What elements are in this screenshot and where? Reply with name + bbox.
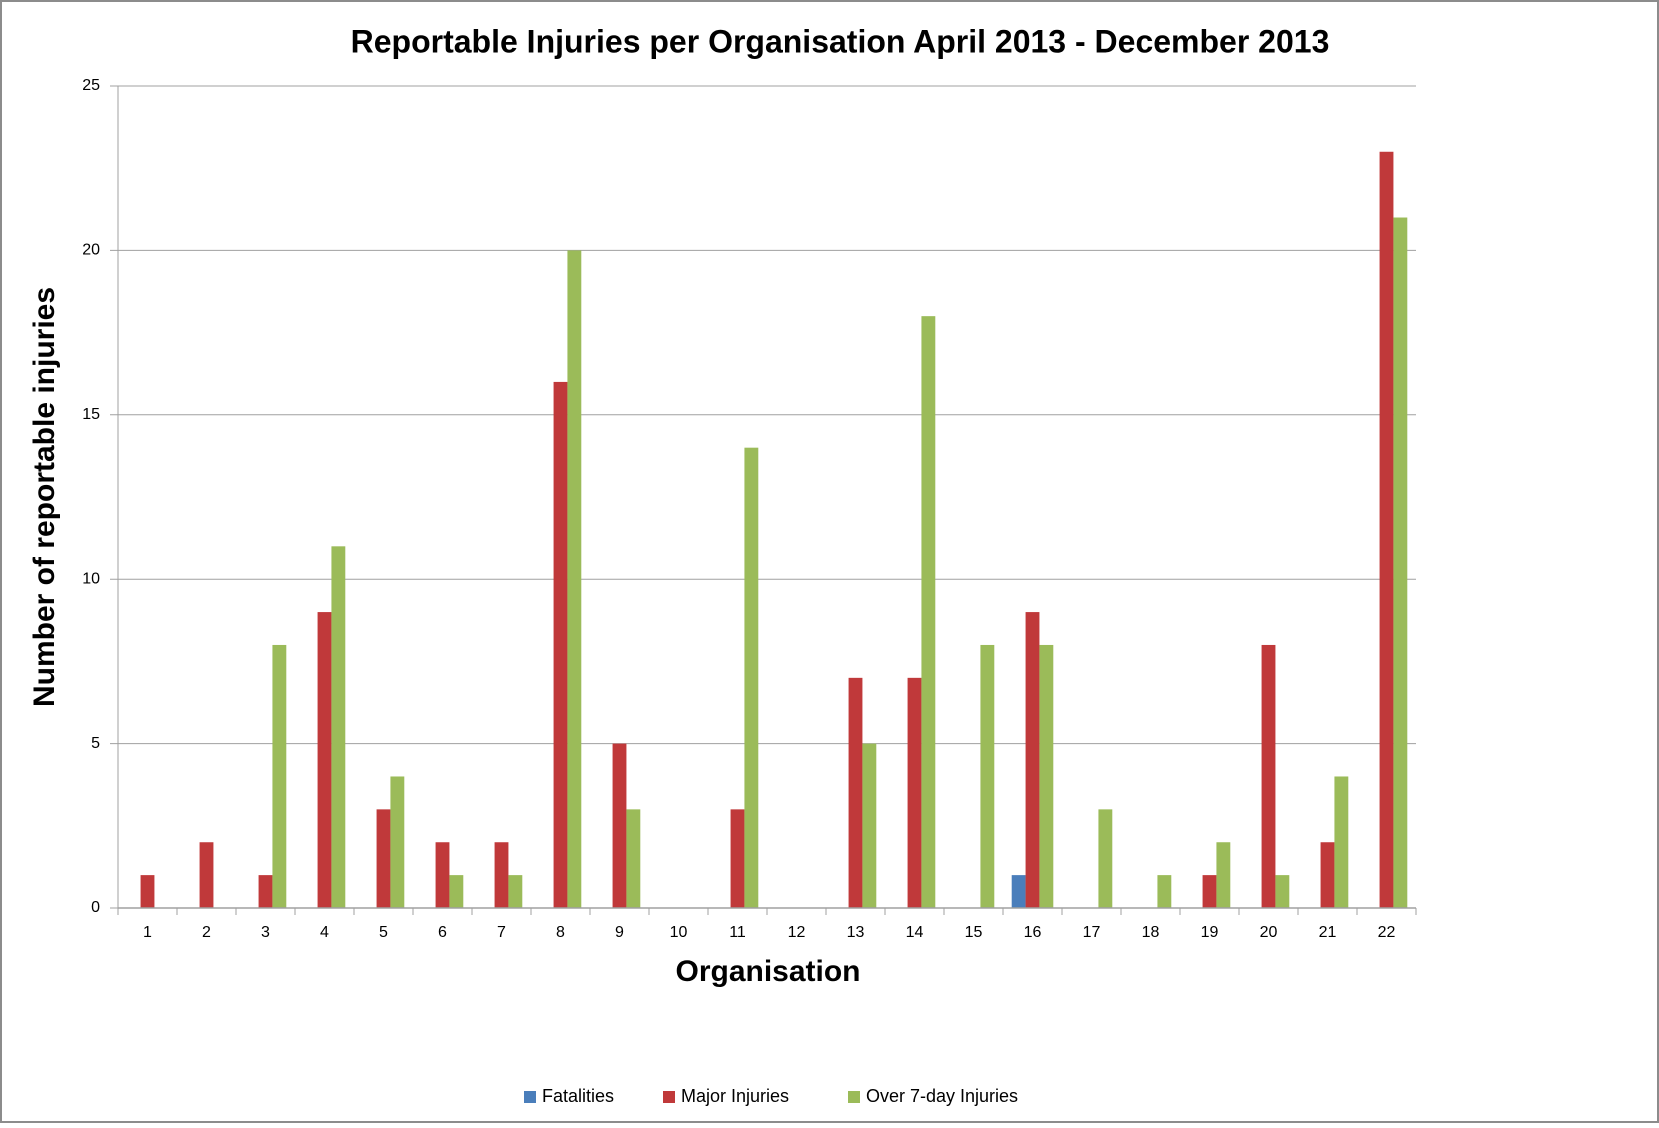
legend-label: Over 7-day Injuries <box>866 1086 1018 1106</box>
bar <box>1275 875 1290 908</box>
y-tick-label: 15 <box>82 406 100 423</box>
x-tick-label: 14 <box>906 924 924 941</box>
x-tick-label: 11 <box>729 924 746 941</box>
bar <box>331 546 346 908</box>
bar <box>980 644 995 908</box>
x-tick-label: 9 <box>615 924 624 941</box>
bar <box>921 316 936 908</box>
bar <box>1025 612 1040 908</box>
bar <box>744 447 759 908</box>
x-tick-label: 8 <box>556 924 565 941</box>
bar <box>1216 842 1231 908</box>
bar <box>390 776 405 908</box>
bar <box>435 842 450 908</box>
bar <box>449 875 464 908</box>
x-tick-label: 21 <box>1319 924 1337 941</box>
x-tick-label: 16 <box>1024 924 1042 941</box>
x-tick-label: 6 <box>438 924 447 941</box>
x-tick-label: 7 <box>497 924 506 941</box>
bar <box>1393 217 1408 908</box>
x-tick-label: 15 <box>965 924 983 941</box>
bar <box>907 677 922 908</box>
bar <box>272 644 287 908</box>
x-tick-label: 12 <box>788 924 806 941</box>
bar <box>1098 809 1113 908</box>
x-tick-label: 19 <box>1201 924 1219 941</box>
x-tick-label: 13 <box>847 924 865 941</box>
x-tick-label: 22 <box>1378 924 1396 941</box>
legend-swatch <box>524 1091 536 1103</box>
x-tick-label: 10 <box>670 924 688 941</box>
y-tick-label: 25 <box>82 77 100 94</box>
bar <box>376 809 391 908</box>
legend-label: Major Injuries <box>681 1086 789 1106</box>
bar <box>508 875 523 908</box>
bar <box>1261 644 1276 908</box>
x-tick-label: 3 <box>261 924 270 941</box>
bar <box>612 743 627 908</box>
legend-swatch <box>848 1091 860 1103</box>
bar <box>1379 151 1394 908</box>
bar <box>317 612 332 908</box>
bar <box>848 677 863 908</box>
x-tick-label: 5 <box>379 924 388 941</box>
x-tick-label: 1 <box>143 924 152 941</box>
y-axis-title: Number of reportable injuries <box>28 287 61 707</box>
x-tick-label: 18 <box>1142 924 1160 941</box>
x-axis-title: Organisation <box>675 955 860 988</box>
bar <box>567 250 582 908</box>
y-tick-label: 0 <box>91 899 100 916</box>
legend-swatch <box>663 1091 675 1103</box>
y-tick-label: 20 <box>82 242 100 259</box>
bar <box>199 842 214 908</box>
bar <box>553 381 568 908</box>
bar <box>626 809 641 908</box>
x-tick-label: 17 <box>1083 924 1101 941</box>
bar <box>862 743 877 908</box>
legend-label: Fatalities <box>542 1086 614 1106</box>
bar <box>1039 644 1054 908</box>
x-tick-label: 4 <box>320 924 329 941</box>
x-tick-label: 2 <box>202 924 211 941</box>
bar <box>1157 875 1172 908</box>
y-tick-label: 10 <box>82 570 100 587</box>
bar <box>258 875 273 908</box>
x-tick-label: 20 <box>1260 924 1278 941</box>
bar <box>494 842 509 908</box>
y-tick-label: 5 <box>91 735 100 752</box>
bar <box>1202 875 1217 908</box>
bar <box>730 809 745 908</box>
bar <box>1334 776 1349 908</box>
legend: Fatalities Major Injuries Over 7-day Injur… <box>524 1086 1018 1106</box>
bar <box>1011 875 1026 908</box>
bar <box>140 875 155 908</box>
bar <box>1320 842 1335 908</box>
chart-title: Reportable Injuries per Organisation Apr… <box>351 23 1330 59</box>
